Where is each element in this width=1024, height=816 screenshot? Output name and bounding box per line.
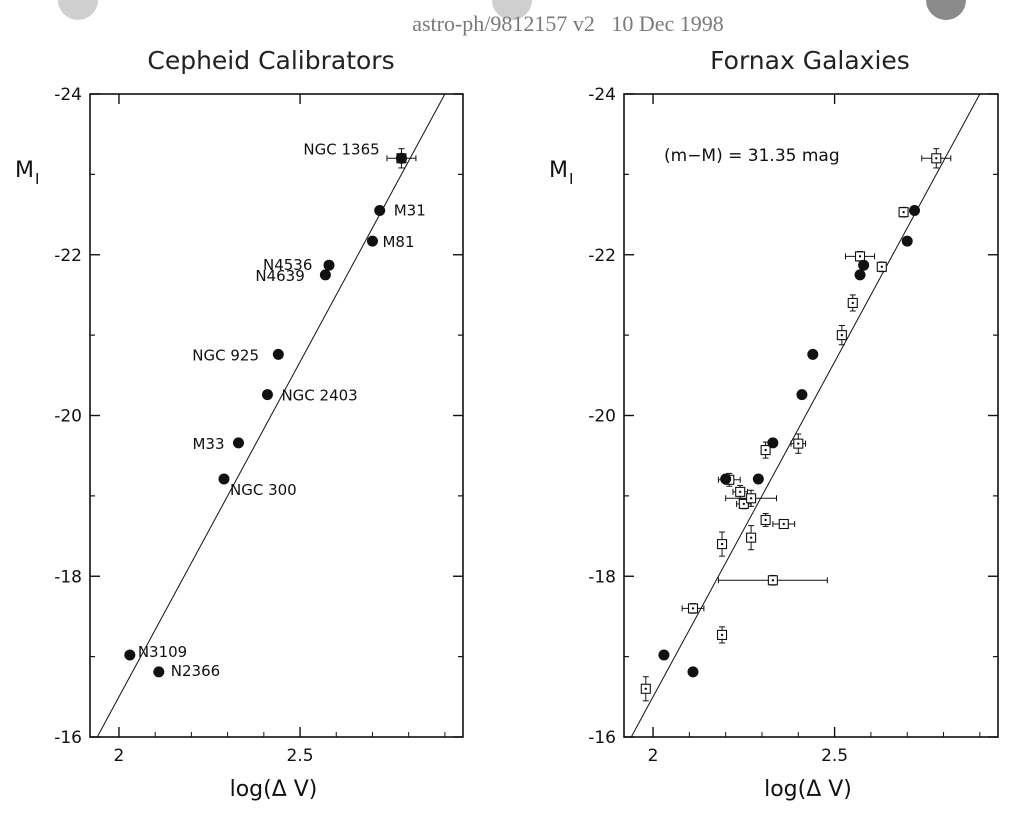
- calibrator-point-filled: [687, 666, 699, 678]
- data-point-center-dot: [764, 448, 767, 452]
- point-label: NGC 2403: [281, 387, 357, 405]
- data-point-filled: [395, 152, 407, 164]
- y-axis-label: M: [549, 158, 568, 183]
- data-point-center-dot: [851, 301, 854, 305]
- data-point-center-dot: [797, 442, 800, 445]
- data-point-center-dot: [880, 265, 884, 269]
- point-label: N4536: [263, 256, 312, 274]
- point-label: N3109: [138, 643, 187, 661]
- x-tick-label: 2.5: [821, 746, 848, 766]
- y-tick-label: -20: [588, 407, 616, 427]
- data-point-center-dot: [691, 607, 695, 610]
- point-label: N4639: [255, 267, 304, 285]
- data-point-center-dot: [782, 522, 785, 526]
- calibrator-point-filled: [796, 389, 808, 401]
- y-tick-label: -22: [54, 246, 82, 266]
- data-point-filled: [374, 205, 386, 217]
- data-point-filled: [272, 348, 284, 360]
- y-tick-label: -16: [588, 728, 616, 748]
- data-point-center-dot: [749, 497, 753, 500]
- data-point-center-dot: [742, 502, 746, 506]
- x-axis-label: log(Δ V): [230, 777, 318, 802]
- data-point-center-dot: [858, 255, 862, 258]
- data-point-center-dot: [764, 518, 767, 522]
- y-tick-label: -20: [54, 407, 82, 427]
- plot-frame: [623, 93, 999, 738]
- data-point-center-dot: [935, 157, 938, 160]
- x-axis-label: log(Δ V): [764, 777, 852, 802]
- calibrator-point-filled: [807, 348, 819, 360]
- data-point-filled: [124, 649, 136, 661]
- data-point-filled: [366, 235, 378, 247]
- scan-hole-right: [926, 0, 966, 20]
- y-tick-label: -24: [588, 85, 616, 105]
- y-axis-label-subscript: I: [35, 170, 39, 188]
- data-point-center-dot: [771, 579, 775, 582]
- data-point-filled: [323, 259, 335, 271]
- fit-line: [96, 94, 446, 737]
- data-point-filled: [261, 389, 273, 401]
- calibrator-point-filled: [720, 473, 732, 485]
- distance-modulus-annotation: (m−M) = 31.35 mag: [664, 146, 840, 166]
- y-tick-label: -24: [54, 85, 82, 105]
- data-point-center-dot: [902, 210, 905, 214]
- calibrator-point-filled: [858, 259, 870, 271]
- point-label: NGC 1365: [303, 140, 379, 158]
- chart-title: Fornax Galaxies: [710, 46, 910, 75]
- chart-title: Cepheid Calibrators: [147, 46, 394, 75]
- panel-cepheid-calibrators: Cepheid Calibrators -24 -22 -20 -18 -16 2 2.5 lo…: [15, 46, 464, 802]
- calibrator-point-filled: [854, 269, 866, 281]
- data-point-center-dot: [840, 333, 844, 337]
- calibrator-point-filled: [658, 649, 670, 661]
- point-label: N2366: [171, 662, 220, 680]
- scan-hole-left: [58, 0, 98, 20]
- y-axis-label: M: [15, 158, 34, 183]
- calibrator-point-filled: [901, 235, 913, 247]
- data-point-center-dot: [720, 633, 724, 637]
- x-tick-label: 2: [114, 746, 125, 766]
- y-tick-label: -16: [54, 728, 82, 748]
- data-point-filled: [218, 473, 230, 485]
- point-label: NGC 925: [192, 346, 259, 364]
- plot-frame: [89, 93, 464, 738]
- point-label: NGC 300: [230, 481, 297, 499]
- scan-hole-middle: [492, 0, 532, 20]
- data-point-center-dot: [738, 490, 742, 494]
- data-point-filled: [319, 269, 331, 281]
- calibrator-point-filled: [767, 437, 779, 449]
- x-tick-label: 2: [648, 746, 659, 766]
- panel-fornax-galaxies: Fornax Galaxies -24 -22 -20 -18 -16 2 2.5 log(Δ …: [549, 46, 999, 802]
- data-point-center-dot: [749, 536, 753, 539]
- point-label: M33: [192, 435, 224, 453]
- x-tick-label: 2.5: [287, 746, 314, 766]
- arxiv-header: astro-ph/9812157 v2 10 Dec 1998: [412, 11, 724, 36]
- data-point-filled: [232, 437, 244, 449]
- data-point-center-dot: [644, 687, 647, 690]
- point-label: M81: [382, 233, 414, 251]
- data-point-center-dot: [720, 542, 724, 546]
- y-axis-label-subscript: I: [569, 170, 573, 188]
- fit-line: [630, 94, 981, 737]
- point-label: M31: [394, 202, 426, 220]
- calibrator-point-filled: [752, 473, 764, 485]
- y-tick-label: -22: [588, 246, 616, 266]
- y-tick-label: -18: [588, 567, 616, 587]
- y-tick-label: -18: [54, 567, 82, 587]
- data-point-filled: [153, 666, 165, 678]
- calibrator-point-filled: [908, 205, 920, 217]
